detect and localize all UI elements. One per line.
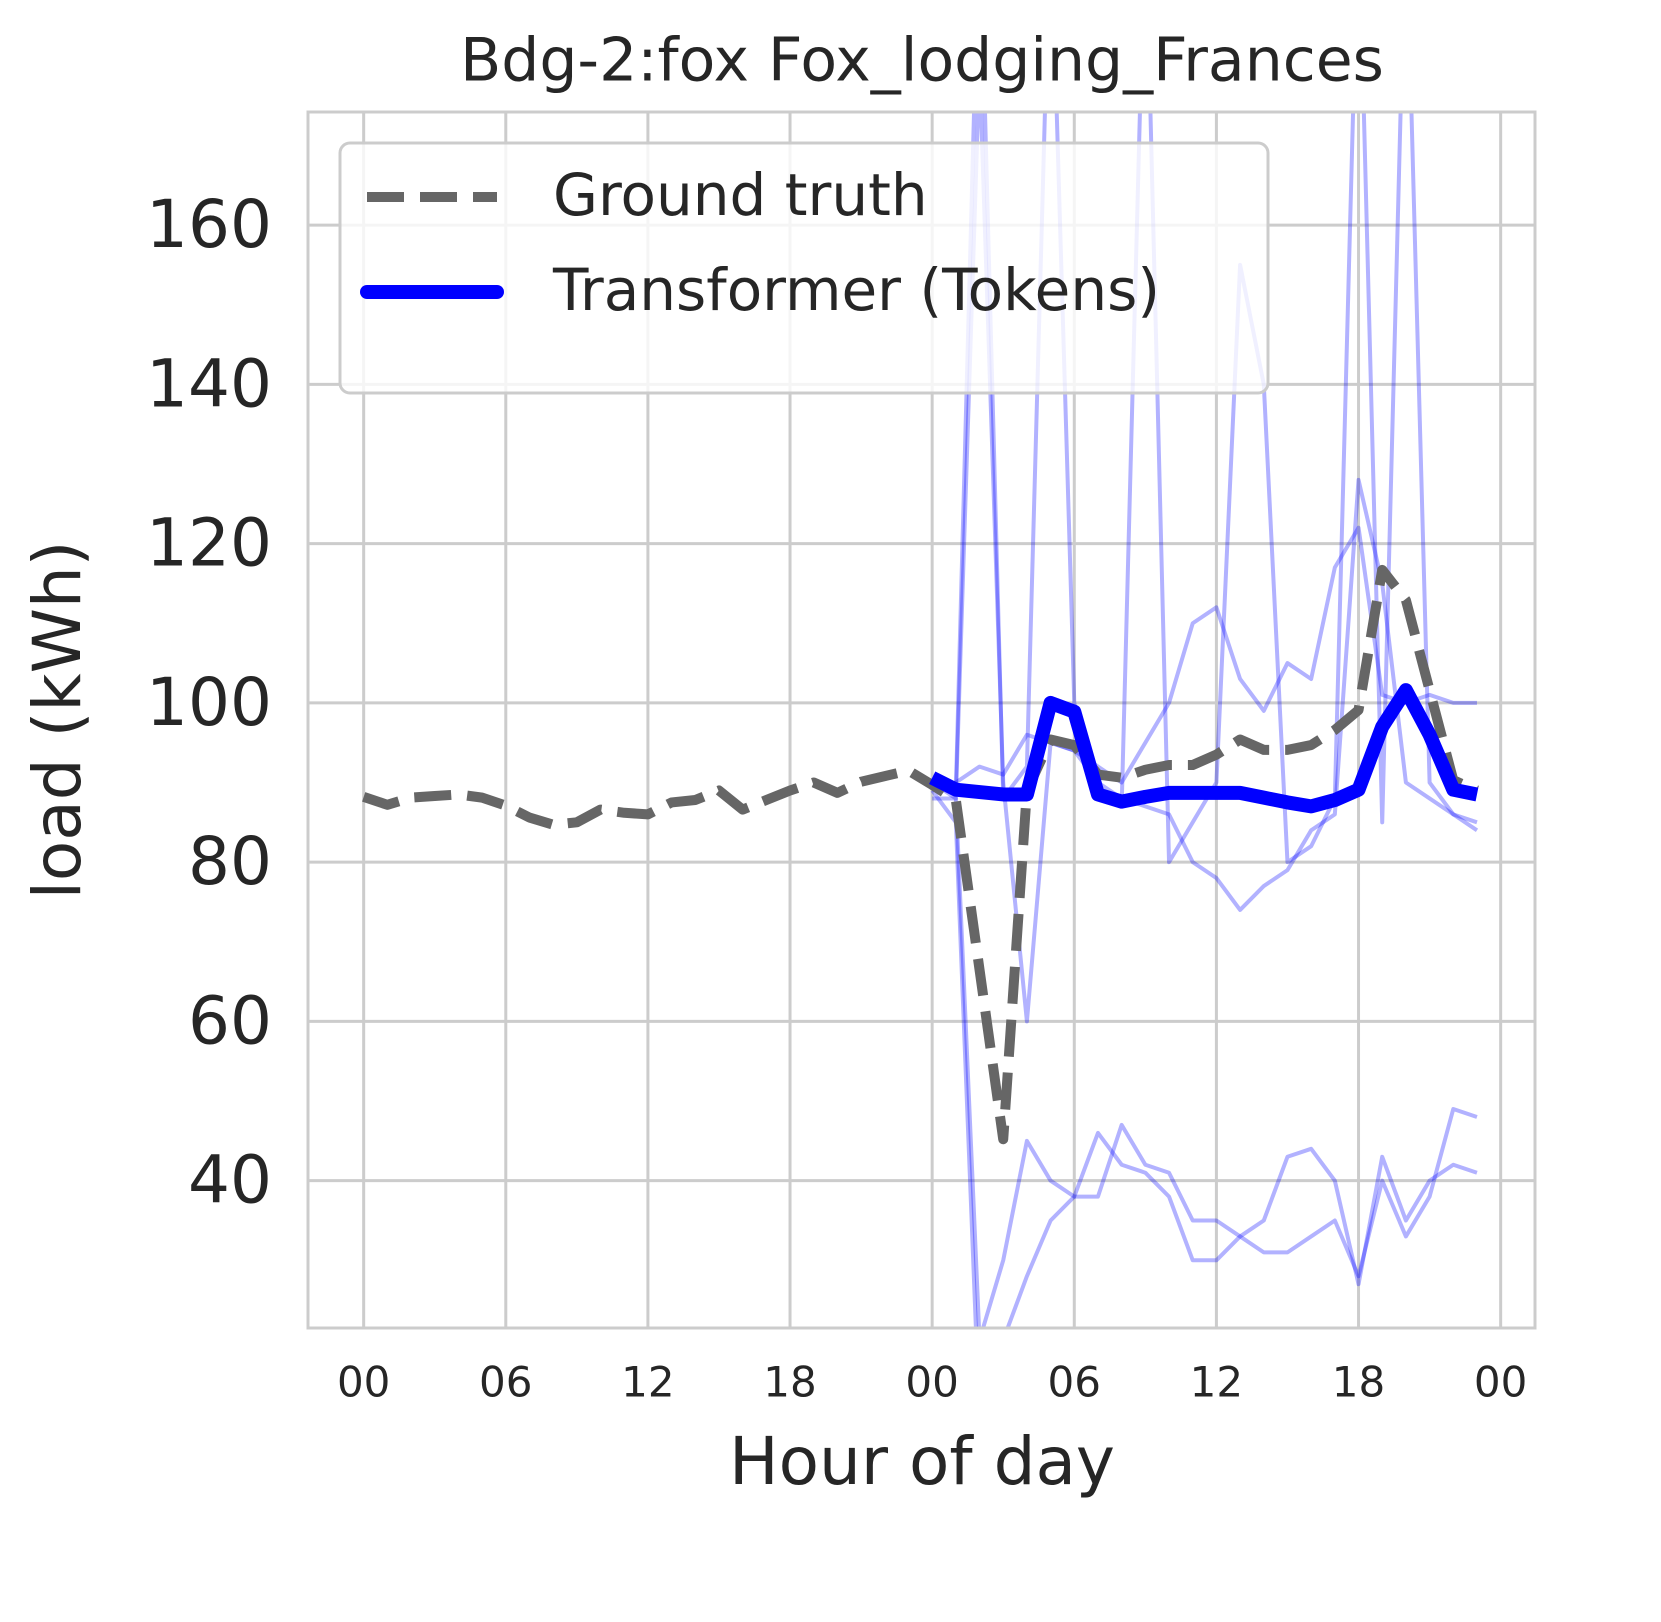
legend: Ground truth Transformer (Tokens) bbox=[338, 141, 1270, 395]
y-tick-label: 40 bbox=[188, 1142, 272, 1219]
plot-frame bbox=[306, 110, 1537, 1330]
x-tick-label: 06 bbox=[1048, 1358, 1101, 1407]
x-tick-label: 18 bbox=[763, 1358, 816, 1407]
y-tick-label: 60 bbox=[188, 982, 272, 1059]
legend-label: Transformer (Tokens) bbox=[552, 256, 1160, 324]
y-tick-label: 120 bbox=[146, 505, 272, 582]
x-tick-label: 12 bbox=[1190, 1358, 1243, 1407]
chart-title: Bdg-2:fox Fox_lodging_Frances bbox=[460, 26, 1384, 96]
sample-line bbox=[931, 525, 1477, 793]
x-tick-label: 00 bbox=[337, 1358, 390, 1407]
series-line bbox=[929, 683, 1479, 814]
legend-box bbox=[338, 141, 1270, 395]
sample-line bbox=[931, 780, 1478, 1328]
legend-label: Ground truth bbox=[553, 161, 928, 229]
x-tick-label: 12 bbox=[621, 1358, 674, 1407]
x-tick-label: 00 bbox=[905, 1358, 958, 1407]
y-tick-label: 100 bbox=[146, 664, 272, 741]
x-tick-label: 18 bbox=[1332, 1358, 1385, 1407]
x-tick-label: 06 bbox=[479, 1358, 532, 1407]
y-tick-label: 160 bbox=[146, 186, 272, 263]
y-tick-label: 140 bbox=[146, 345, 272, 422]
sample-line bbox=[932, 112, 1478, 1024]
ticks: 00 06 12 18 00 06 12 18 00 40 60 80 100 120 140 160 bbox=[146, 186, 1527, 1406]
y-axis-label: load (kWh) bbox=[19, 541, 96, 900]
y-tick-label: 80 bbox=[188, 823, 272, 900]
plot-lines bbox=[362, 112, 1479, 1328]
sample-line bbox=[931, 112, 1479, 865]
series-line bbox=[362, 564, 1479, 1145]
x-axis-label: Hour of day bbox=[729, 1423, 1115, 1500]
x-tick-label: 00 bbox=[1474, 1358, 1527, 1407]
sample-line bbox=[930, 789, 1478, 1328]
